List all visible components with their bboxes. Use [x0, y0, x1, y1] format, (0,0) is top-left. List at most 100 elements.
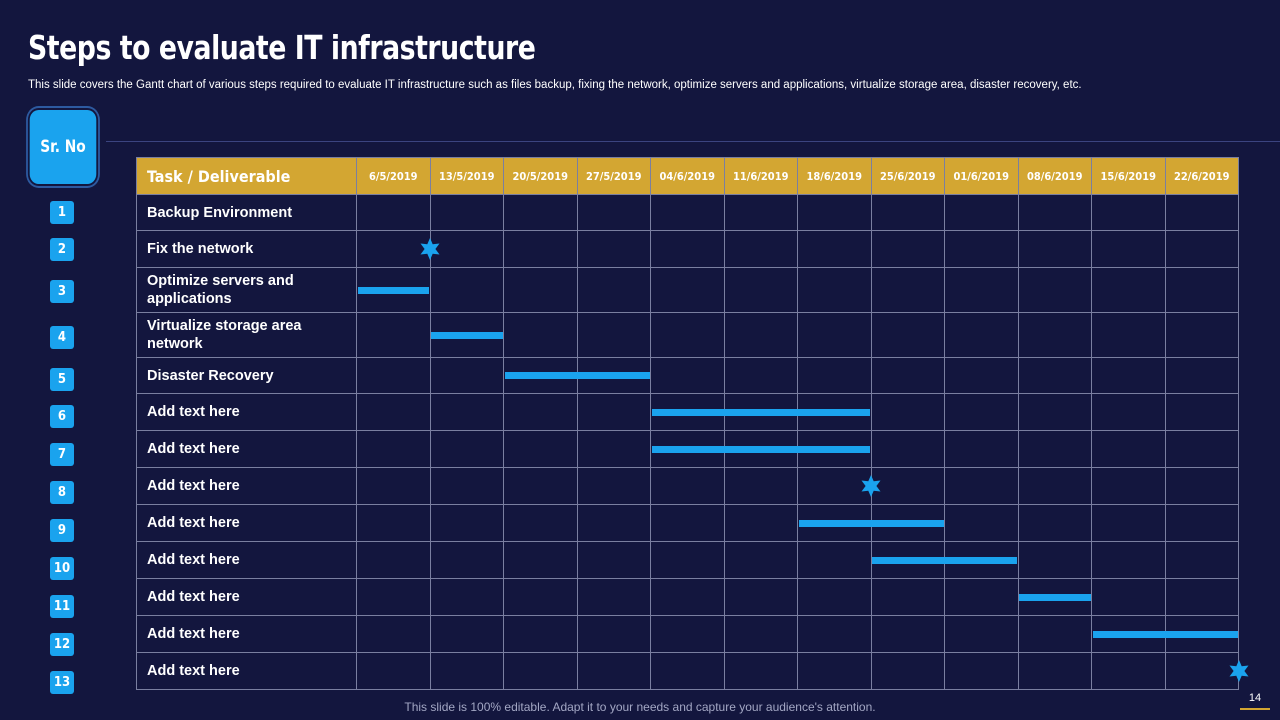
gantt-cell	[1091, 578, 1166, 616]
gantt-cell	[1017, 504, 1092, 542]
milestone-star-icon	[420, 238, 440, 260]
gantt-cell	[944, 467, 1019, 505]
header-divider	[106, 141, 1280, 142]
gantt-cell	[503, 230, 578, 268]
gantt-cell	[944, 393, 1019, 431]
task-name: Fix the network	[136, 230, 357, 268]
row-number-badge: 12	[50, 633, 74, 656]
row-number-badge: 1	[50, 200, 74, 224]
gantt-cell	[944, 194, 1019, 231]
gantt-cell	[1017, 615, 1092, 653]
gantt-cell	[797, 312, 872, 358]
date-header: 20/5/2019	[503, 157, 578, 195]
gantt-cell	[1017, 230, 1092, 268]
gantt-cell	[944, 357, 1019, 394]
gantt-cell	[870, 357, 945, 394]
gantt-cell	[797, 230, 872, 268]
gantt-bar	[431, 331, 503, 339]
gantt-cell	[797, 267, 872, 313]
task-name: Virtualize storage area network	[136, 312, 357, 358]
gantt-cell	[650, 541, 725, 579]
gantt-cell	[503, 615, 578, 653]
gantt-cell	[503, 541, 578, 579]
gantt-cell	[723, 652, 798, 690]
gantt-cell	[1164, 312, 1239, 358]
gantt-cell	[870, 267, 945, 313]
task-row: Add text here	[136, 652, 1239, 690]
gantt-cell	[576, 430, 651, 468]
gantt-bar	[1019, 593, 1091, 601]
gantt-cell	[944, 578, 1019, 616]
gantt-cell	[944, 430, 1019, 468]
gantt-cell	[944, 652, 1019, 690]
gantt-bar	[651, 408, 870, 416]
gantt-cell	[870, 615, 945, 653]
gantt-cell	[1091, 652, 1166, 690]
date-header: 01/6/2019	[944, 157, 1019, 195]
task-name: Add text here	[136, 430, 357, 468]
gantt-cell	[870, 467, 945, 505]
task-name: Backup Environment	[136, 194, 357, 231]
task-row: Add text here	[136, 504, 1239, 542]
gantt-cell	[429, 541, 504, 579]
gantt-cell	[797, 652, 872, 690]
row-number-badge: 10	[50, 557, 74, 580]
task-row: Backup Environment	[136, 194, 1239, 231]
gantt-cell	[650, 578, 725, 616]
gantt-cell	[1017, 267, 1092, 313]
gantt-cell	[356, 467, 431, 505]
gantt-cell	[576, 615, 651, 653]
gantt-cell	[576, 504, 651, 542]
gantt-cell	[576, 230, 651, 268]
gantt-cell	[1164, 357, 1239, 394]
gantt-cell	[429, 467, 504, 505]
gantt-chart: Task / Deliverable 6/5/2019 13/5/2019 20/5…	[136, 157, 1248, 690]
gantt-cell	[429, 578, 504, 616]
task-row: Add text here	[136, 578, 1239, 616]
page-number: 14	[1248, 692, 1262, 704]
gantt-cell	[503, 652, 578, 690]
task-name: Add text here	[136, 578, 357, 616]
gantt-cell	[1091, 194, 1166, 231]
date-header: 04/6/2019	[650, 157, 725, 195]
gantt-cell	[650, 267, 725, 313]
gantt-bar	[1092, 630, 1238, 638]
gantt-cell	[1164, 541, 1239, 579]
gantt-cell	[1091, 430, 1166, 468]
gantt-cell	[944, 230, 1019, 268]
gantt-cell	[797, 578, 872, 616]
task-row: Add text here	[136, 541, 1239, 579]
gantt-cell	[356, 652, 431, 690]
slide-title: Steps to evaluate IT infrastructure	[28, 28, 536, 67]
gantt-cell	[723, 578, 798, 616]
task-name: Add text here	[136, 541, 357, 579]
gantt-cell	[1164, 393, 1239, 431]
gantt-cell	[1091, 230, 1166, 268]
gantt-cell	[1091, 541, 1166, 579]
row-number-badge: 7	[50, 443, 74, 466]
gantt-cell	[723, 230, 798, 268]
gantt-cell	[723, 194, 798, 231]
gantt-cell	[429, 430, 504, 468]
gantt-cell	[1091, 467, 1166, 505]
gantt-cell	[1164, 652, 1239, 690]
gantt-cell	[576, 312, 651, 358]
task-name: Add text here	[136, 393, 357, 431]
gantt-cell	[429, 504, 504, 542]
gantt-cell	[1017, 357, 1092, 394]
row-number-badge: 6	[50, 405, 74, 428]
date-header: 11/6/2019	[723, 157, 798, 195]
gantt-cell	[356, 541, 431, 579]
gantt-cell	[797, 357, 872, 394]
gantt-cell	[1017, 541, 1092, 579]
gantt-cell	[356, 357, 431, 394]
gantt-cell	[356, 504, 431, 542]
gantt-cell	[650, 467, 725, 505]
date-header: 6/5/2019	[356, 157, 431, 195]
gantt-cell	[650, 357, 725, 394]
gantt-grid: Task / Deliverable 6/5/2019 13/5/2019 20/5…	[136, 157, 1239, 690]
gantt-cell	[503, 312, 578, 358]
task-row: Optimize servers and applications	[136, 267, 1239, 313]
sr-no-badge: Sr. No	[29, 110, 97, 184]
gantt-cell	[576, 652, 651, 690]
